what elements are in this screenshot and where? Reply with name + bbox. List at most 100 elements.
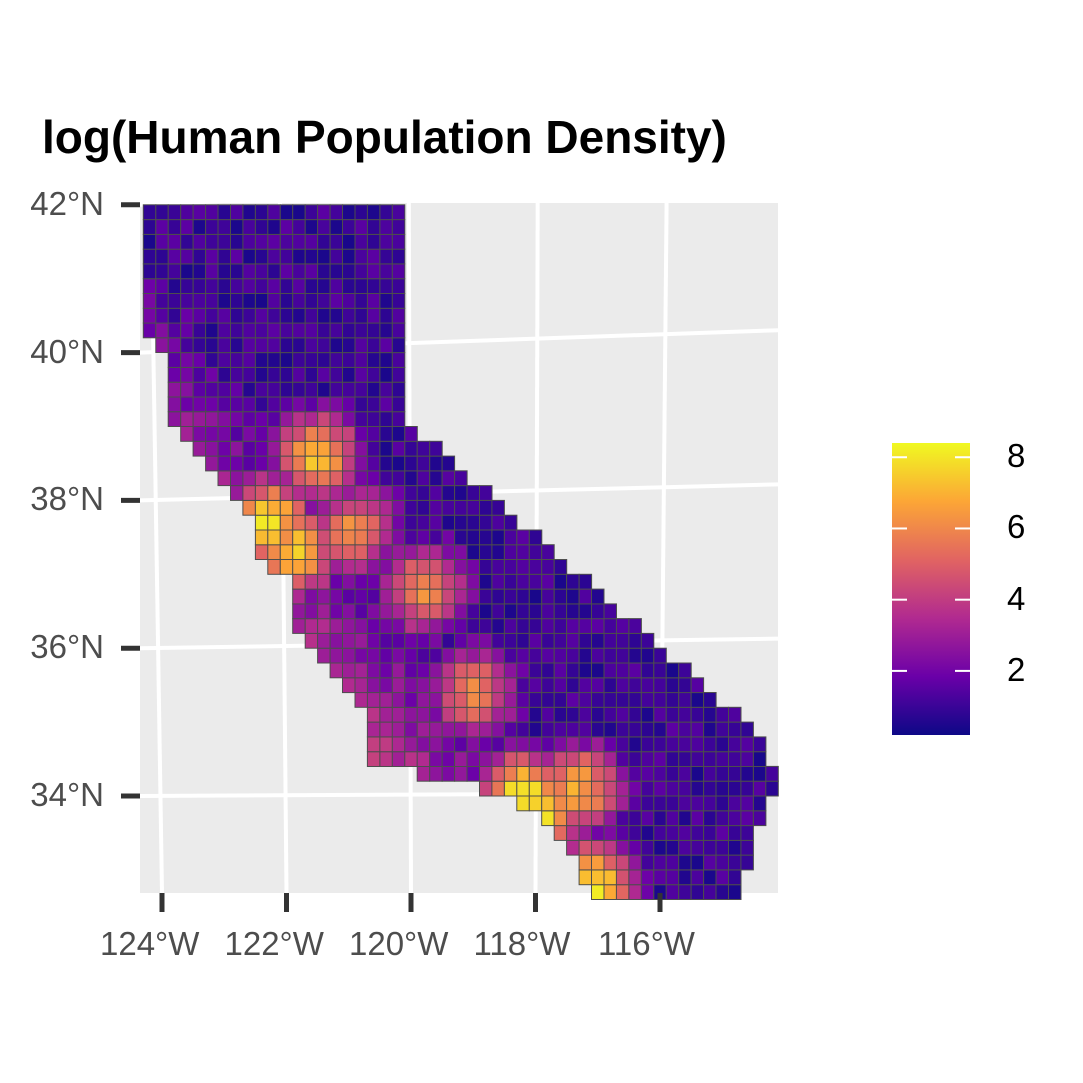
grid-cell: [728, 736, 742, 753]
grid-cell: [366, 736, 381, 753]
grid-cell: [192, 233, 207, 250]
grid-cell: [703, 869, 717, 886]
grid-cell: [516, 706, 530, 723]
grid-cell: [230, 219, 244, 235]
grid-cell: [591, 810, 605, 827]
grid-cell: [379, 366, 393, 383]
grid-cell: [379, 706, 393, 723]
grid-cell: [142, 293, 157, 309]
grid-cell: [342, 278, 356, 295]
grid-cell: [404, 559, 418, 575]
grid-cell: [503, 751, 518, 768]
grid-cell: [541, 647, 555, 664]
grid-cell: [640, 780, 655, 797]
grid-cell: [292, 499, 306, 516]
grid-cell: [379, 603, 393, 620]
grid-cell: [566, 647, 580, 664]
grid-cell: [640, 677, 655, 694]
grid-cell: [416, 603, 431, 620]
grid-cell: [366, 544, 381, 561]
grid-cell: [317, 514, 331, 531]
grid-cell: [267, 455, 281, 472]
grid-cell: [292, 544, 306, 561]
grid-cell: [366, 692, 381, 708]
grid-cell: [354, 544, 368, 561]
y-tick-label: 34°N: [30, 776, 104, 813]
grid-cell: [441, 544, 456, 561]
grid-cell: [192, 278, 207, 295]
grid-cell: [404, 588, 418, 605]
grid-cell: [192, 293, 207, 309]
grid-cell: [479, 692, 493, 708]
grid-cell: [628, 647, 642, 664]
grid-cell: [615, 751, 630, 768]
grid-cell: [366, 352, 381, 368]
grid-cell: [379, 618, 393, 634]
grid-cell: [279, 278, 294, 295]
grid-cell: [192, 440, 207, 457]
grid-cell: [317, 544, 331, 561]
grid-cell: [441, 455, 456, 472]
grid-cell: [553, 765, 568, 782]
grid-cell: [566, 751, 580, 768]
grid-cell: [192, 337, 207, 354]
grid-cell: [454, 647, 468, 664]
grid-cell: [628, 736, 642, 753]
grid-cell: [267, 233, 281, 250]
grid-cell: [553, 559, 568, 575]
grid-cell: [678, 721, 692, 738]
grid-cell: [665, 706, 680, 723]
grid-cell: [553, 810, 568, 827]
grid-cell: [628, 706, 642, 723]
grid-cell: [640, 736, 655, 753]
grid-cell: [354, 603, 368, 620]
grid-cell: [304, 352, 319, 368]
grid-cell: [354, 263, 368, 280]
grid-cell: [715, 765, 729, 782]
grid-cell: [466, 514, 480, 531]
grid-cell: [429, 647, 443, 664]
grid-cell: [441, 618, 456, 634]
grid-cell: [230, 307, 244, 324]
grid-cell: [167, 204, 182, 221]
grid-cell: [354, 514, 368, 531]
grid-cell: [317, 603, 331, 620]
grid-cell: [591, 780, 605, 797]
grid-cell: [665, 810, 680, 827]
grid-cell: [628, 662, 642, 679]
grid-cell: [329, 632, 344, 649]
grid-cell: [354, 366, 368, 383]
grid-cell: [703, 706, 717, 723]
grid-cell: [728, 795, 742, 812]
grid-cell: [615, 780, 630, 797]
grid-cell: [466, 751, 480, 768]
grid-cell: [479, 706, 493, 723]
grid-cell: [404, 529, 418, 546]
grid-cell: [591, 721, 605, 738]
grid-cell: [167, 381, 182, 398]
grid-cell: [391, 219, 406, 235]
grid-cell: [342, 544, 356, 561]
grid-cell: [454, 632, 468, 649]
grid-cell: [391, 396, 406, 413]
grid-cell: [292, 293, 306, 309]
grid-cell: [304, 618, 319, 634]
grid-cell: [292, 352, 306, 368]
grid-cell: [329, 485, 344, 501]
grid-cell: [516, 677, 530, 694]
grid-cell: [566, 632, 580, 649]
grid-cell: [279, 204, 294, 221]
grid-cell: [416, 559, 431, 575]
grid-cell: [740, 825, 754, 841]
grid-cell: [640, 854, 655, 871]
grid-cell: [379, 470, 393, 487]
grid-cell: [254, 499, 269, 516]
grid-cell: [366, 588, 381, 605]
grid-cell: [678, 795, 692, 812]
grid-cell: [429, 559, 443, 575]
grid-cell: [566, 825, 580, 841]
grid-cell: [466, 677, 480, 694]
grid-cell: [441, 692, 456, 708]
grid-cell: [591, 692, 605, 708]
grid-cell: [454, 677, 468, 694]
